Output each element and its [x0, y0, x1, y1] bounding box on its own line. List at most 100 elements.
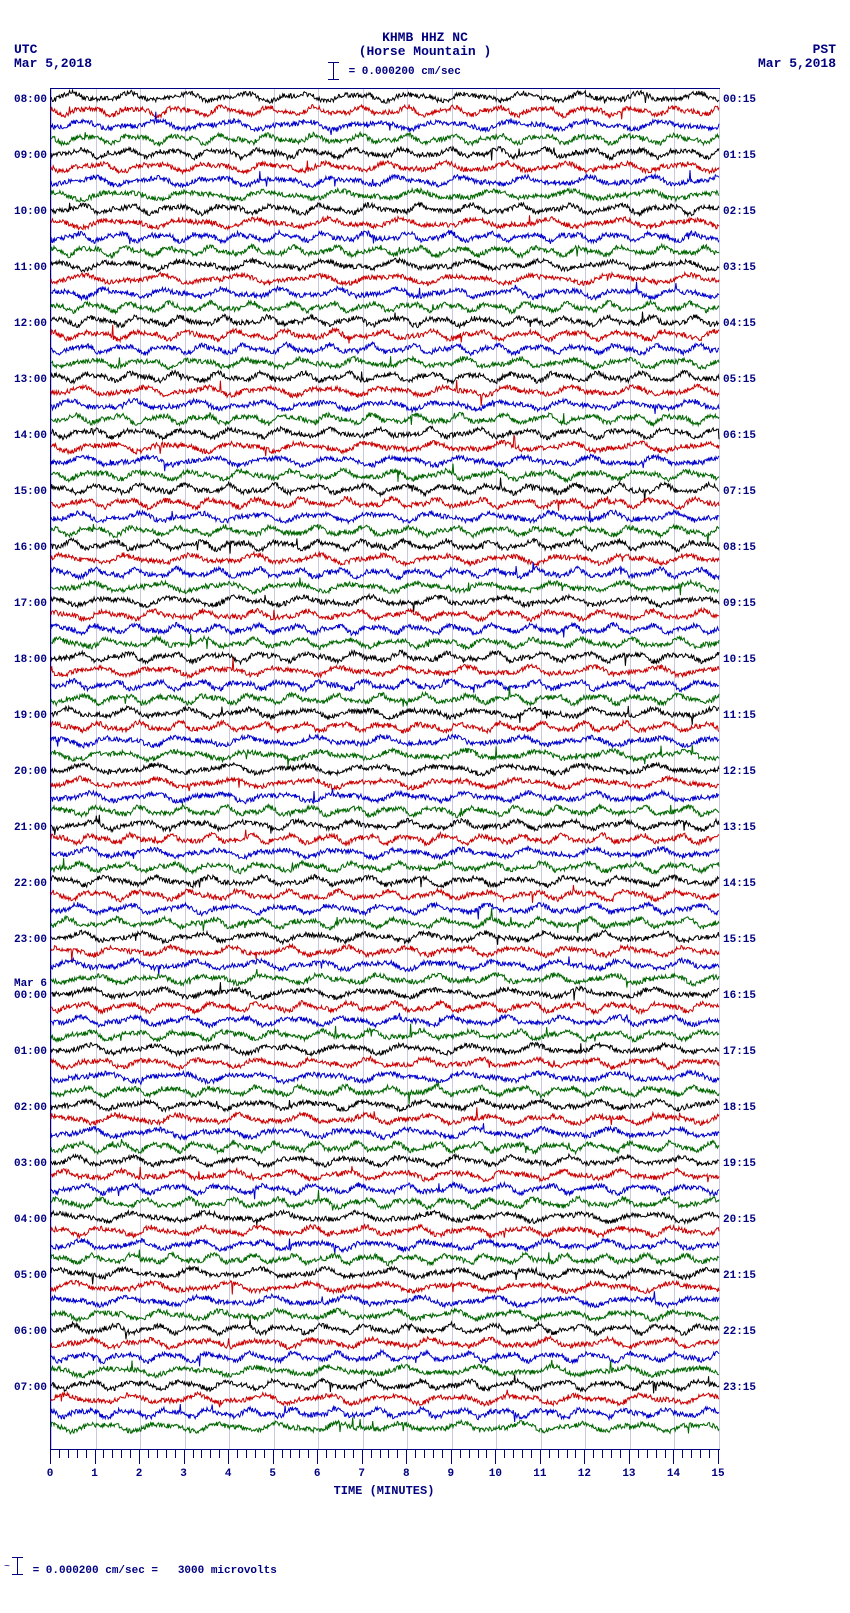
x-tick-minor [656, 1450, 657, 1458]
x-tick-major [629, 1450, 630, 1464]
x-tick-label: 3 [180, 1468, 187, 1480]
utc-time-label: 16:00 [14, 543, 47, 554]
x-tick-minor [638, 1450, 639, 1458]
x-tick-minor [478, 1450, 479, 1458]
x-tick-minor [647, 1450, 648, 1458]
utc-time-label: 01:00 [14, 1047, 47, 1058]
pst-time-label: 01:15 [723, 151, 756, 162]
x-tick-minor [709, 1450, 710, 1458]
x-tick-minor [264, 1450, 265, 1458]
pst-time-label: 12:15 [723, 767, 756, 778]
utc-time-label: 21:00 [14, 823, 47, 834]
x-tick-minor [130, 1450, 131, 1458]
footnote-text: = 0.000200 cm/sec = 3000 microvolts [26, 1565, 277, 1577]
x-tick-label: 10 [489, 1468, 502, 1480]
utc-time-label: 10:00 [14, 207, 47, 218]
pst-time-label: 15:15 [723, 935, 756, 946]
seismogram-plot: 08:0000:1509:0001:1510:0002:1511:0003:15… [50, 88, 720, 1450]
x-tick-minor [103, 1450, 104, 1458]
x-tick-major [184, 1450, 185, 1464]
x-tick-minor [531, 1450, 532, 1458]
x-tick-minor [575, 1450, 576, 1458]
utc-time-label: 23:00 [14, 935, 47, 946]
pst-time-label: 19:15 [723, 1159, 756, 1170]
utc-time-label: 14:00 [14, 431, 47, 442]
scale-bar-icon [328, 62, 339, 80]
trace-waveform [51, 1420, 719, 1440]
utc-time-label: 03:00 [14, 1159, 47, 1170]
pst-time-label: 03:15 [723, 263, 756, 274]
x-tick-minor [513, 1450, 514, 1458]
pst-time-label: 08:15 [723, 543, 756, 554]
day-break-label: Mar 6 [14, 979, 47, 990]
x-tick-minor [558, 1450, 559, 1458]
x-tick-minor [665, 1450, 666, 1458]
x-tick-minor [59, 1450, 60, 1458]
x-tick-minor [700, 1450, 701, 1458]
x-tick-minor [299, 1450, 300, 1458]
x-tick-minor [210, 1450, 211, 1458]
pst-time-label: 07:15 [723, 487, 756, 498]
x-tick-major [718, 1450, 719, 1464]
footnote-scale-bar-icon [12, 1557, 23, 1575]
station-code-label: KHMB HHZ NC [0, 30, 850, 45]
utc-time-label: 13:00 [14, 375, 47, 386]
x-tick-minor [246, 1450, 247, 1458]
pst-time-label: 02:15 [723, 207, 756, 218]
scale-bar-text: = 0.000200 cm/sec [342, 66, 461, 78]
station-name-label: (Horse Mountain ) [0, 44, 850, 59]
x-tick-major [95, 1450, 96, 1464]
utc-time-label: 11:00 [14, 263, 47, 274]
x-tick-minor [504, 1450, 505, 1458]
x-tick-major [406, 1450, 407, 1464]
x-tick-minor [469, 1450, 470, 1458]
x-tick-major [362, 1450, 363, 1464]
x-tick-minor [602, 1450, 603, 1458]
x-tick-minor [175, 1450, 176, 1458]
x-tick-label: 12 [578, 1468, 591, 1480]
x-tick-minor [166, 1450, 167, 1458]
pst-time-label: 20:15 [723, 1215, 756, 1226]
x-tick-label: 13 [622, 1468, 635, 1480]
x-tick-label: 14 [667, 1468, 680, 1480]
x-tick-minor [193, 1450, 194, 1458]
utc-time-label: 05:00 [14, 1271, 47, 1282]
pst-time-label: 17:15 [723, 1047, 756, 1058]
x-tick-major [451, 1450, 452, 1464]
utc-time-label: 19:00 [14, 711, 47, 722]
trace-row [51, 1423, 719, 1437]
pst-time-label: 18:15 [723, 1103, 756, 1114]
pst-time-label: 04:15 [723, 319, 756, 330]
x-tick-minor [388, 1450, 389, 1458]
x-tick-minor [121, 1450, 122, 1458]
x-tick-minor [157, 1450, 158, 1458]
x-tick-minor [308, 1450, 309, 1458]
x-tick-minor [282, 1450, 283, 1458]
pst-time-label: 13:15 [723, 823, 756, 834]
utc-time-label: 15:00 [14, 487, 47, 498]
x-tick-minor [148, 1450, 149, 1458]
utc-time-label: 00:00 [14, 991, 47, 1002]
x-tick-major [495, 1450, 496, 1464]
x-tick-major [540, 1450, 541, 1464]
x-axis-title: TIME (MINUTES) [50, 1484, 718, 1498]
x-tick-minor [433, 1450, 434, 1458]
x-tick-minor [237, 1450, 238, 1458]
seismogram-container: UTC Mar 5,2018 PST Mar 5,2018 KHMB HHZ N… [0, 0, 850, 1613]
pst-time-label: 11:15 [723, 711, 756, 722]
utc-time-label: 17:00 [14, 599, 47, 610]
x-tick-label: 5 [269, 1468, 276, 1480]
footnote-tick-icon: ~ [4, 1562, 10, 1573]
x-tick-minor [77, 1450, 78, 1458]
x-tick-minor [201, 1450, 202, 1458]
x-tick-minor [112, 1450, 113, 1458]
x-axis: TIME (MINUTES) 0123456789101112131415 [50, 1450, 718, 1500]
x-tick-minor [522, 1450, 523, 1458]
x-tick-minor [371, 1450, 372, 1458]
x-tick-label: 2 [136, 1468, 143, 1480]
utc-time-label: 02:00 [14, 1103, 47, 1114]
x-tick-minor [290, 1450, 291, 1458]
pst-time-label: 22:15 [723, 1327, 756, 1338]
x-tick-major [317, 1450, 318, 1464]
pst-time-label: 06:15 [723, 431, 756, 442]
